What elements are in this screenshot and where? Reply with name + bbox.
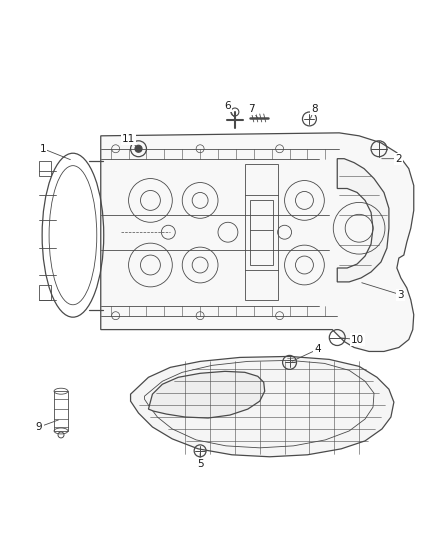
- Text: 7: 7: [248, 104, 255, 114]
- Text: 10: 10: [350, 335, 364, 344]
- Text: 8: 8: [311, 104, 318, 114]
- Text: 5: 5: [197, 459, 203, 469]
- Text: 2: 2: [396, 154, 402, 164]
- Text: 3: 3: [398, 290, 404, 300]
- Text: 6: 6: [225, 101, 231, 111]
- Polygon shape: [337, 159, 389, 282]
- Text: 9: 9: [36, 422, 42, 432]
- Text: 4: 4: [314, 344, 321, 354]
- Polygon shape: [101, 133, 414, 351]
- Polygon shape: [131, 357, 394, 457]
- Circle shape: [135, 146, 142, 152]
- Text: 11: 11: [122, 134, 135, 144]
- Polygon shape: [148, 372, 265, 418]
- Text: 1: 1: [40, 144, 46, 154]
